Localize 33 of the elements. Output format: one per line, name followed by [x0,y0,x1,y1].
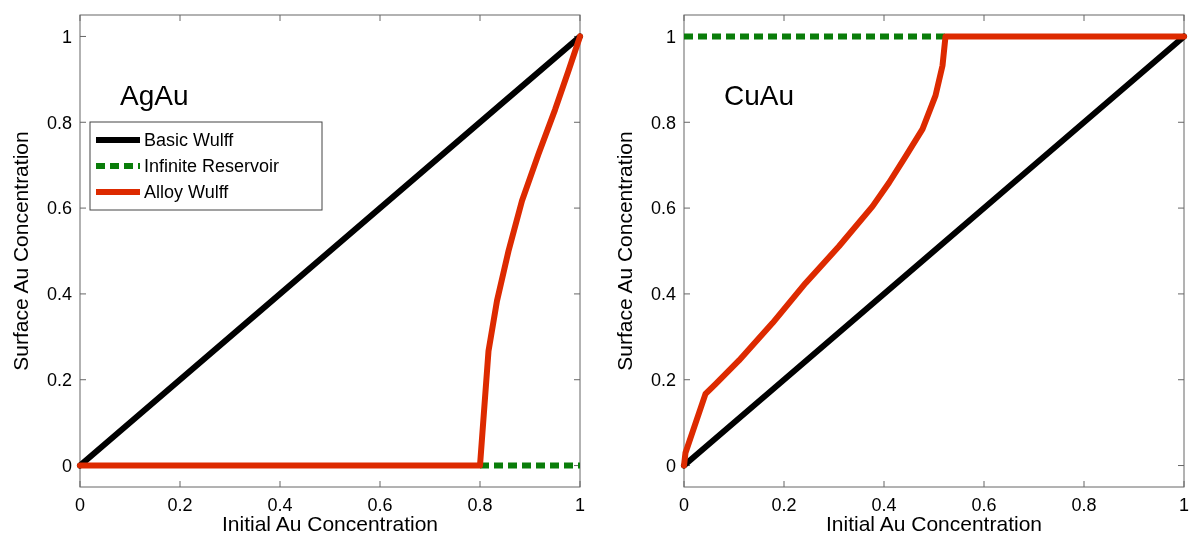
x-tick-label: 0.2 [771,495,797,515]
y-axis-title: Surface Au Concentration [9,131,32,371]
y-tick-label: 1 [665,26,676,47]
legend-label: Basic Wulff [144,130,235,151]
x-tick-label: 0.2 [167,495,193,515]
x-tick-label: 0.6 [367,495,393,515]
annotation: CuAu [724,80,795,111]
y-tick-label: 0 [61,455,72,476]
y-tick-label: 0.6 [46,198,72,219]
legend-label: Infinite Reservoir [144,156,280,177]
annotation: AgAu [120,80,189,111]
y-tick-label: 0.8 [650,112,676,133]
x-tick-label: 0.4 [871,495,897,515]
y-tick-label: 0 [665,455,676,476]
y-tick-label: 0.2 [46,370,72,391]
x-tick-label: 0.8 [1071,495,1097,515]
legend-label: Alloy Wulff [144,182,230,203]
y-axis-title: Surface Au Concentration [613,131,636,371]
x-tick-label: 1 [1178,495,1190,515]
x-tick-label: 0 [74,495,86,515]
y-tick-label: 0.8 [46,112,72,133]
y-tick-label: 0.2 [650,370,676,391]
x-tick-label: 0.8 [467,495,493,515]
y-tick-label: 0.4 [650,284,676,305]
x-tick-label: 0.6 [971,495,997,515]
x-tick-label: 0 [678,495,690,515]
x-axis-title: Initial Au Concentration [826,512,1042,535]
x-tick-label: 0.4 [267,495,293,515]
y-tick-label: 1 [61,26,72,47]
x-tick-label: 1 [574,495,586,515]
y-tick-label: 0.4 [46,284,72,305]
y-tick-label: 0.6 [650,198,676,219]
x-axis-title: Initial Au Concentration [222,512,438,535]
